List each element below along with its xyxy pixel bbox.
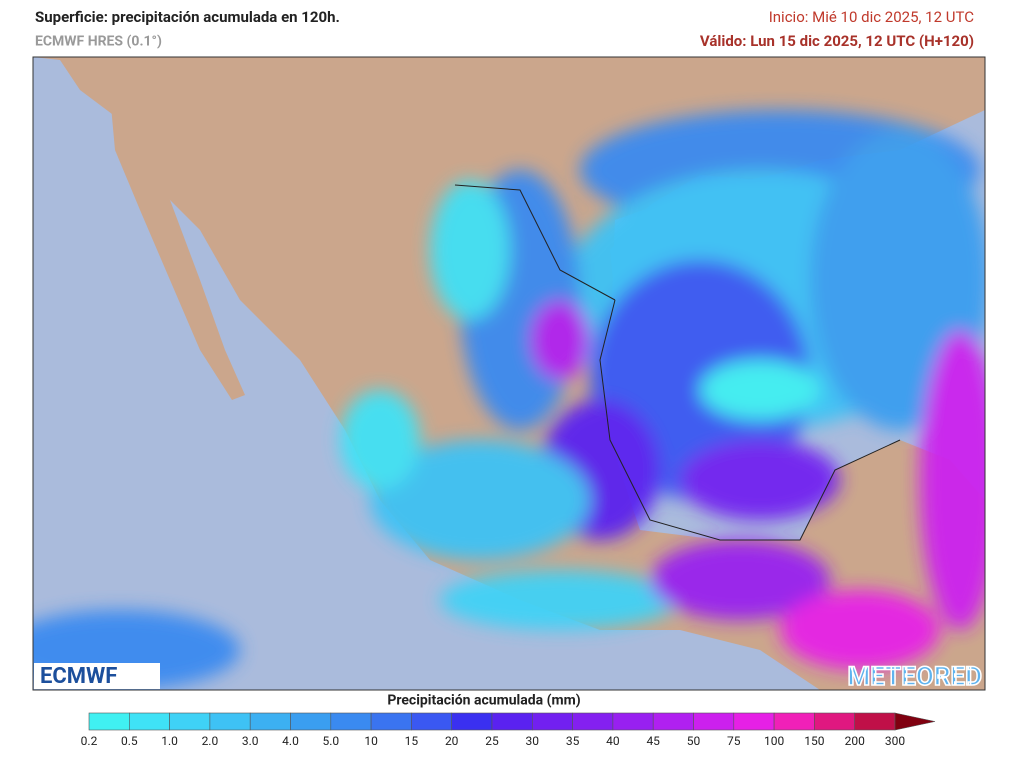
legend-swatch (290, 712, 332, 731)
legend-label: 20 (445, 734, 459, 748)
legend-label: 0.2 (81, 734, 98, 748)
init-time: Inicio: Mié 10 dic 2025, 12 UTC (769, 8, 975, 26)
legend-label: 2.0 (202, 734, 219, 748)
legend: 0.2 0.5 1.0 2.0 3.0 4.0 5.0 10 15 20 25 30 35 40 45 50 7… (81, 712, 936, 748)
legend-swatch (652, 712, 694, 731)
map (33, 57, 985, 690)
legend-label: 40 (606, 734, 620, 748)
legend-swatch (88, 712, 130, 731)
legend-swatch (814, 712, 856, 731)
legend-swatch (572, 712, 614, 731)
legend-swatch (330, 712, 372, 731)
legend-label: 150 (804, 734, 824, 748)
legend-swatch (209, 712, 251, 731)
legend-label: 25 (485, 734, 499, 748)
model: ECMWF HRES (0.1°) (35, 34, 162, 50)
legend-swatch (854, 712, 896, 731)
legend-swatch (773, 712, 815, 731)
baja-california (110, 95, 245, 400)
legend-arrow (894, 712, 936, 731)
legend-label: 5.0 (322, 734, 339, 748)
legend-swatch (451, 712, 493, 731)
legend-swatch (249, 712, 291, 731)
legend-label: 1.0 (161, 734, 178, 748)
legend-label: 3.0 (242, 734, 259, 748)
logo-box (34, 663, 160, 689)
legend-label: 50 (687, 734, 701, 748)
valid-time: Válido: Lun 15 dic 2025, 12 UTC (H+120) (700, 32, 974, 50)
precipitation (33, 110, 985, 690)
legend-label: 100 (764, 734, 784, 748)
legend-swatch (612, 712, 654, 731)
ecmwf-logo: ECMWF (40, 664, 117, 689)
legend-label: 4.0 (282, 734, 299, 748)
legend-swatch (693, 712, 735, 731)
title: Superficie: precipitación acumulada en 1… (35, 8, 340, 26)
legend-label: 200 (845, 734, 865, 748)
legend-swatch (169, 712, 211, 731)
meteored-logo: METEORED (848, 662, 982, 692)
legend-label: 30 (526, 734, 540, 748)
legend-label: 75 (727, 734, 741, 748)
borders (454, 184, 901, 541)
legend-label: 45 (646, 734, 660, 748)
legend-label: 10 (364, 734, 378, 748)
legend-label: 0.5 (121, 734, 138, 748)
legend-swatch (491, 712, 533, 731)
legend-swatch (733, 712, 775, 731)
map-frame (32, 56, 986, 691)
legend-label: 300 (885, 734, 905, 748)
legend-label: 15 (405, 734, 419, 748)
legend-swatch (531, 712, 573, 731)
legend-swatch (370, 712, 412, 731)
legend-title: Precipitación acumulada (mm) (387, 693, 580, 709)
legend-label: 35 (566, 734, 580, 748)
legend-swatch (129, 712, 170, 731)
legend-swatch (411, 712, 452, 731)
